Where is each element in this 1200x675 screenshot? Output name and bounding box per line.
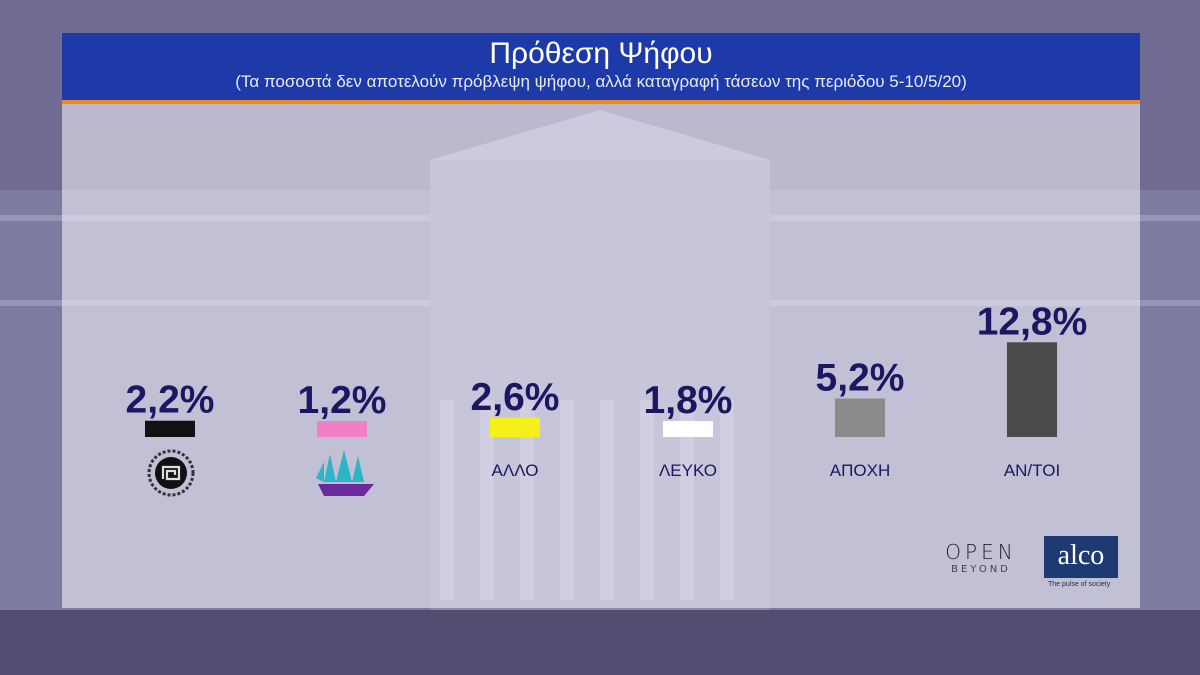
value-label-4: 1,8%	[644, 379, 733, 422]
bar-6	[1007, 342, 1057, 437]
ship-logo-icon	[316, 450, 374, 496]
category-label-3: ΑΛΛΟ	[492, 461, 539, 480]
value-label-2: 1,2%	[298, 379, 387, 422]
golden-dawn-logo-icon	[147, 449, 195, 497]
page-title: Πρόθεση Ψήφου	[489, 37, 713, 70]
value-label-3: 2,6%	[471, 376, 560, 419]
open-logo-text: OPEN	[945, 540, 1017, 564]
bar-5	[835, 398, 885, 437]
value-label-6: 12,8%	[977, 300, 1088, 343]
bar-4	[663, 421, 713, 437]
alco-logo: alco	[1044, 536, 1118, 578]
value-label-1: 2,2%	[126, 379, 215, 422]
page-subtitle: (Τα ποσοστά δεν αποτελούν πρόβλεψη ψήφου…	[235, 72, 967, 91]
category-label-6: ΑΝ/ΤΟΙ	[1004, 461, 1060, 480]
chart-panel	[62, 104, 1140, 608]
bar-2	[317, 421, 367, 437]
open-beyond-logo: OPEN BEYOND	[936, 540, 1026, 575]
beyond-logo-text: BEYOND	[951, 564, 1011, 575]
bar-1	[145, 420, 195, 437]
bar-3	[490, 417, 540, 437]
category-label-5: ΑΠΟΧΗ	[830, 461, 890, 480]
value-label-5: 5,2%	[816, 357, 905, 400]
category-label-4: ΛΕΥΚΟ	[659, 461, 717, 480]
header-banner: Πρόθεση Ψήφου (Τα ποσοστά δεν αποτελούν …	[62, 33, 1140, 104]
alco-tagline: The pulse of society	[1048, 581, 1111, 588]
